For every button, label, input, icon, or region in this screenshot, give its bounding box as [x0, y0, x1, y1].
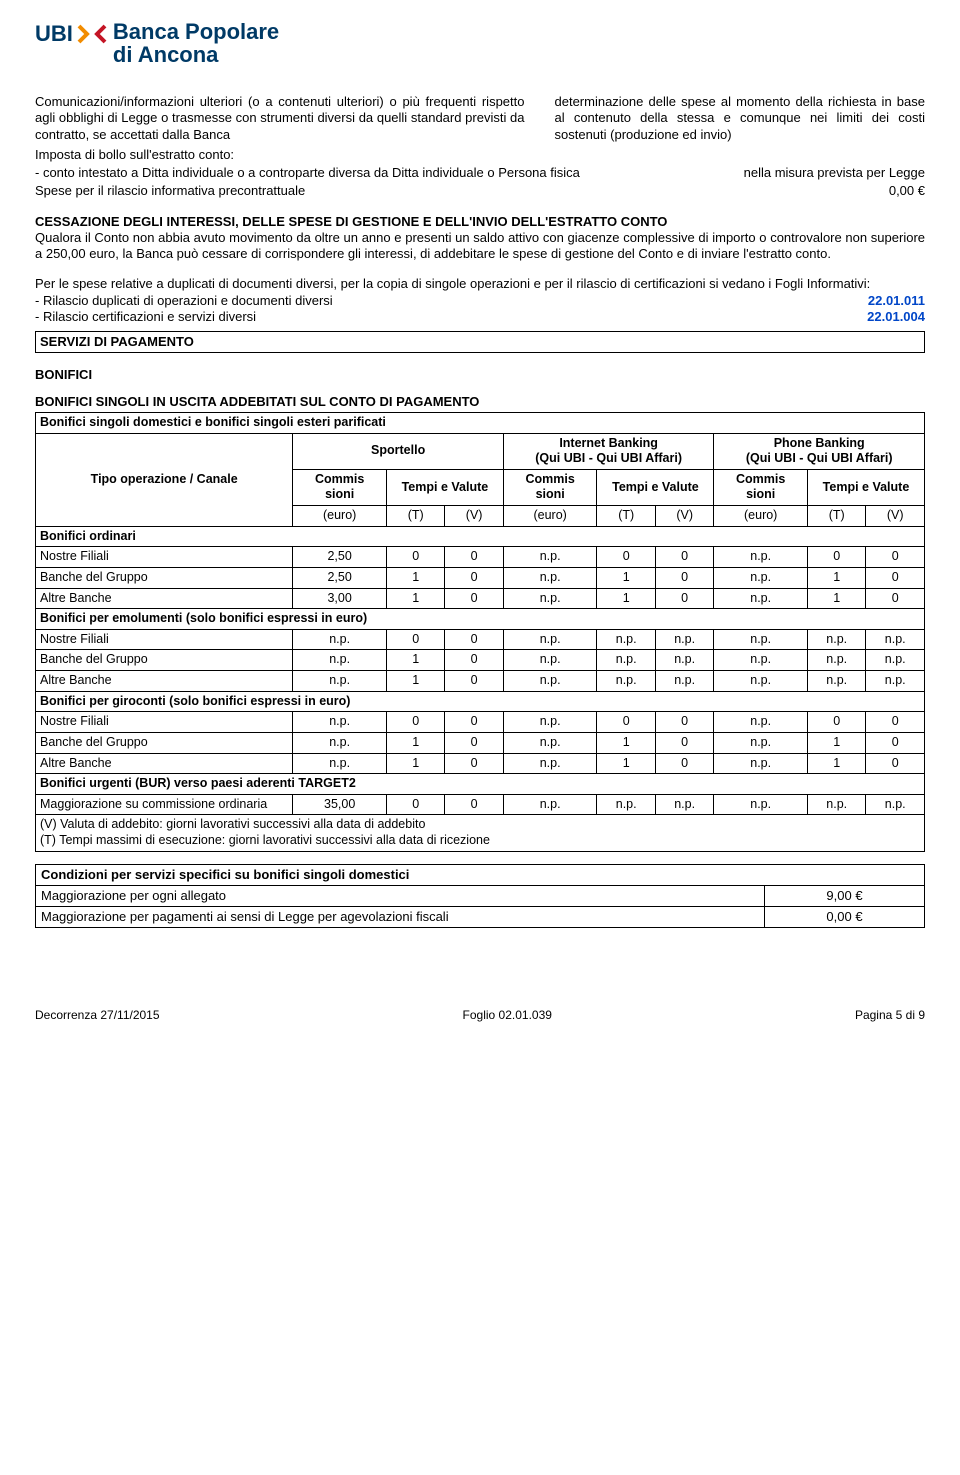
intro-two-col: Comunicazioni/informazioni ulteriori (o …	[35, 94, 925, 143]
hdr-commis-3: Commis sioni	[714, 469, 808, 505]
bollo-line2-label: Spese per il rilascio informativa precon…	[35, 183, 879, 199]
bollo-line1: - conto intestato a Ditta individuale o …	[35, 165, 925, 181]
u-t-3: (T)	[807, 506, 865, 527]
u-t-2: (T)	[597, 506, 655, 527]
u-v-2: (V)	[655, 506, 713, 527]
fogli-row1: - Rilascio duplicati di operazioni e doc…	[35, 293, 925, 309]
cond-r2-label: Maggiorazione per pagamenti ai sensi di …	[36, 907, 765, 928]
fogli-r1-link[interactable]: 22.01.011	[868, 293, 925, 309]
cessazione-title: CESSAZIONE DEGLI INTERESSI, DELLE SPESE …	[35, 214, 667, 229]
col-tipo: Tipo operazione / Canale	[36, 433, 293, 526]
row-g2-bg: Banche del Gruppon.p.10n.p.n.p.n.p.n.p.n…	[36, 650, 925, 671]
u-euro-2: (euro)	[503, 506, 597, 527]
logo-chevrons-icon	[77, 23, 107, 45]
table-notes: (V) Valuta di addebito: giorni lavorativ…	[36, 815, 925, 851]
group-giroconti: Bonifici per giroconti (solo bonifici es…	[36, 691, 925, 712]
ch-sportello: Sportello	[293, 433, 504, 469]
bollo-line1-label: - conto intestato a Ditta individuale o …	[35, 165, 734, 181]
group-emolumenti: Bonifici per emolumenti (solo bonifici e…	[36, 609, 925, 630]
u-v-1: (V)	[445, 506, 503, 527]
cond-r1-label: Maggiorazione per ogni allegato	[36, 885, 765, 906]
table-title-row: Bonifici singoli domestici e bonifici si…	[36, 412, 925, 433]
fogli-r2-label: - Rilascio certificazioni e servizi dive…	[35, 309, 256, 325]
page-footer: Decorrenza 27/11/2015 Foglio 02.01.039 P…	[35, 1008, 925, 1023]
intro-right: determinazione delle spese al momento de…	[555, 94, 926, 143]
bollo-title: Imposta di bollo sull'estratto conto:	[35, 147, 925, 163]
bonifici-subheading: BONIFICI SINGOLI IN USCITA ADDEBITATI SU…	[35, 394, 925, 410]
fogli-intro: Per le spese relative a duplicati di doc…	[35, 276, 925, 292]
table-note-t: (T) Tempi massimi di esecuzione: giorni …	[40, 833, 920, 849]
row-g3-bg: Banche del Gruppon.p.10n.p.10n.p.10	[36, 732, 925, 753]
hdr-commis-1: Commis sioni	[293, 469, 387, 505]
condizioni-table: Condizioni per servizi specifici su boni…	[35, 864, 925, 929]
logo-bank-name: Banca Popolare di Ancona	[113, 20, 279, 66]
u-euro-1: (euro)	[293, 506, 387, 527]
logo-ubi-label: UBI	[35, 20, 73, 48]
fogli-row2: - Rilascio certificazioni e servizi dive…	[35, 309, 925, 325]
table-note-v: (V) Valuta di addebito: giorni lavorativ…	[40, 817, 920, 833]
cond-title: Condizioni per servizi specifici su boni…	[36, 864, 925, 885]
bonifici-heading: BONIFICI	[35, 367, 925, 383]
row-g1-ab: Altre Banche3,0010n.p.10n.p.10	[36, 588, 925, 609]
hdr-commis-2: Commis sioni	[503, 469, 597, 505]
logo-name-line2: di Ancona	[113, 42, 219, 67]
u-euro-3: (euro)	[714, 506, 808, 527]
row-g2-ab: Altre Banchen.p.10n.p.n.p.n.p.n.p.n.p.n.…	[36, 671, 925, 692]
logo-name-line1: Banca Popolare	[113, 19, 279, 44]
cessazione-block: CESSAZIONE DEGLI INTERESSI, DELLE SPESE …	[35, 214, 925, 263]
footer-right: Pagina 5 di 9	[855, 1008, 925, 1023]
ch-internet: Internet Banking (Qui UBI - Qui UBI Affa…	[503, 433, 714, 469]
cond-r1-value: 9,00 €	[764, 885, 924, 906]
row-g3-nf: Nostre Filialin.p.00n.p.00n.p.00	[36, 712, 925, 733]
intro-left: Comunicazioni/informazioni ulteriori (o …	[35, 94, 525, 143]
fogli-r2-link[interactable]: 22.01.004	[867, 309, 925, 325]
fogli-block: Per le spese relative a duplicati di doc…	[35, 276, 925, 325]
logo-ubi-text: UBI	[35, 20, 107, 48]
hdr-tempi-2: Tempi e Valute	[597, 469, 714, 505]
group-ordinari: Bonifici ordinari	[36, 526, 925, 547]
cessazione-body: Qualora il Conto non abbia avuto movimen…	[35, 230, 925, 261]
footer-center: Foglio 02.01.039	[463, 1008, 552, 1023]
u-v-3: (V)	[866, 506, 925, 527]
row-g1-bg: Banche del Gruppo2,5010n.p.10n.p.10	[36, 567, 925, 588]
bollo-line1-value: nella misura prevista per Legge	[734, 165, 925, 181]
u-t-1: (T)	[386, 506, 444, 527]
section-servizi-pagamento: SERVIZI DI PAGAMENTO	[35, 331, 925, 353]
bollo-line2: Spese per il rilascio informativa precon…	[35, 183, 925, 199]
bollo-line2-value: 0,00 €	[879, 183, 925, 199]
bank-logo: UBI Banca Popolare di Ancona	[35, 20, 925, 66]
row-g2-nf: Nostre Filialin.p.00n.p.n.p.n.p.n.p.n.p.…	[36, 629, 925, 650]
ch-phone: Phone Banking (Qui UBI - Qui UBI Affari)	[714, 433, 925, 469]
group-urgenti: Bonifici urgenti (BUR) verso paesi adere…	[36, 774, 925, 795]
hdr-tempi-3: Tempi e Valute	[807, 469, 924, 505]
bonifici-table: Bonifici singoli domestici e bonifici si…	[35, 412, 925, 852]
row-g1-nf: Nostre Filiali2,5000n.p.00n.p.00	[36, 547, 925, 568]
fogli-r1-label: - Rilascio duplicati di operazioni e doc…	[35, 293, 333, 309]
cond-r2-value: 0,00 €	[764, 907, 924, 928]
row-g4-mag: Maggiorazione su commissione ordinaria35…	[36, 794, 925, 815]
row-g3-ab: Altre Banchen.p.10n.p.10n.p.10	[36, 753, 925, 774]
footer-left: Decorrenza 27/11/2015	[35, 1008, 160, 1023]
hdr-tempi-1: Tempi e Valute	[386, 469, 503, 505]
